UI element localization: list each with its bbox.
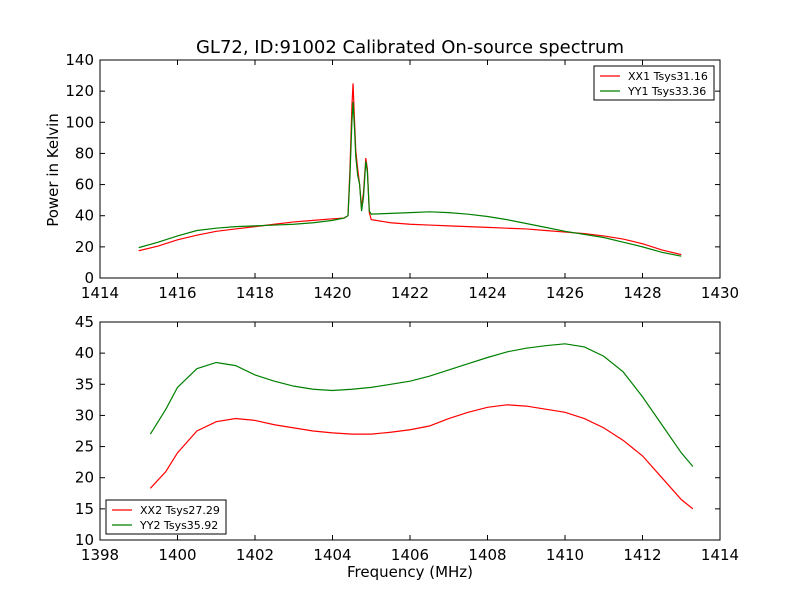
top-series-line-2 <box>138 102 682 257</box>
bottom-x-tick-label: 1408 <box>468 546 506 564</box>
bottom-x-tick-label: 1398 <box>81 546 119 564</box>
top-x-tick-label: 1424 <box>468 284 506 302</box>
bottom-x-axis-label: Frequency (MHz) <box>347 563 473 581</box>
bottom-y-tick-label: 15 <box>75 500 94 518</box>
bottom-y-tick-label: 20 <box>75 469 94 487</box>
bottom-legend-box <box>105 499 227 535</box>
top-y-axis-label: Power in Kelvin <box>44 113 62 227</box>
top-y-tick-label: 60 <box>75 176 94 194</box>
bottom-x-tick-label: 1410 <box>546 546 584 564</box>
top-y-tick-label: 40 <box>75 207 94 225</box>
bottom-y-tick-label: 35 <box>75 375 94 393</box>
bottom-legend-label-2: YY2 Tsys35.92 <box>139 519 218 532</box>
bottom-y-tick-label: 10 <box>75 531 94 549</box>
top-y-tick-label: 0 <box>84 269 94 287</box>
bottom-x-tick-label: 1400 <box>158 546 196 564</box>
bottom-legend-label-1: XX2 Tsys27.29 <box>140 504 220 517</box>
top-x-tick-label: 1428 <box>623 284 661 302</box>
bottom-x-tick-label: 1406 <box>391 546 429 564</box>
top-y-tick-label: 20 <box>75 238 94 256</box>
top-chart-title: GL72, ID:91002 Calibrated On-source spec… <box>196 37 624 58</box>
bottom-x-tick-label: 1404 <box>313 546 351 564</box>
bottom-y-tick-label: 40 <box>75 344 94 362</box>
top-y-tick-label: 80 <box>75 144 94 162</box>
bottom-y-tick-label: 45 <box>75 313 94 331</box>
top-x-tick-label: 1414 <box>81 284 119 302</box>
top-legend-label-1: XX1 Tsys31.16 <box>628 70 708 83</box>
top-x-tick-label: 1422 <box>391 284 429 302</box>
top-plot-panel: 1414 1416 1418 1420 1422 1424 1426 1428 1430 0 20 4… <box>65 51 739 302</box>
top-y-tick-label: 120 <box>65 82 94 100</box>
bottom-series-line-2 <box>149 343 694 467</box>
top-x-tick-label: 1426 <box>546 284 584 302</box>
bottom-x-tick-label: 1402 <box>236 546 274 564</box>
top-y-tick-label: 100 <box>65 113 94 131</box>
bottom-x-tick-label: 1412 <box>623 546 661 564</box>
top-y-tick-label: 140 <box>65 51 94 69</box>
bottom-y-tick-label: 30 <box>75 406 94 424</box>
bottom-x-tick-label: 1414 <box>701 546 739 564</box>
top-x-tick-label: 1418 <box>236 284 274 302</box>
top-legend-label-2: YY1 Tsys33.36 <box>627 85 706 98</box>
bottom-plot-panel: 1398 1400 1402 1404 1406 1408 1410 1412 1414 10 15… <box>75 313 739 564</box>
top-x-tick-label: 1416 <box>158 284 196 302</box>
top-x-tick-label: 1420 <box>313 284 351 302</box>
bottom-series-line-1 <box>149 404 694 510</box>
top-x-tick-label: 1430 <box>701 284 739 302</box>
top-legend-box <box>593 65 715 101</box>
bottom-y-tick-label: 25 <box>75 438 94 456</box>
